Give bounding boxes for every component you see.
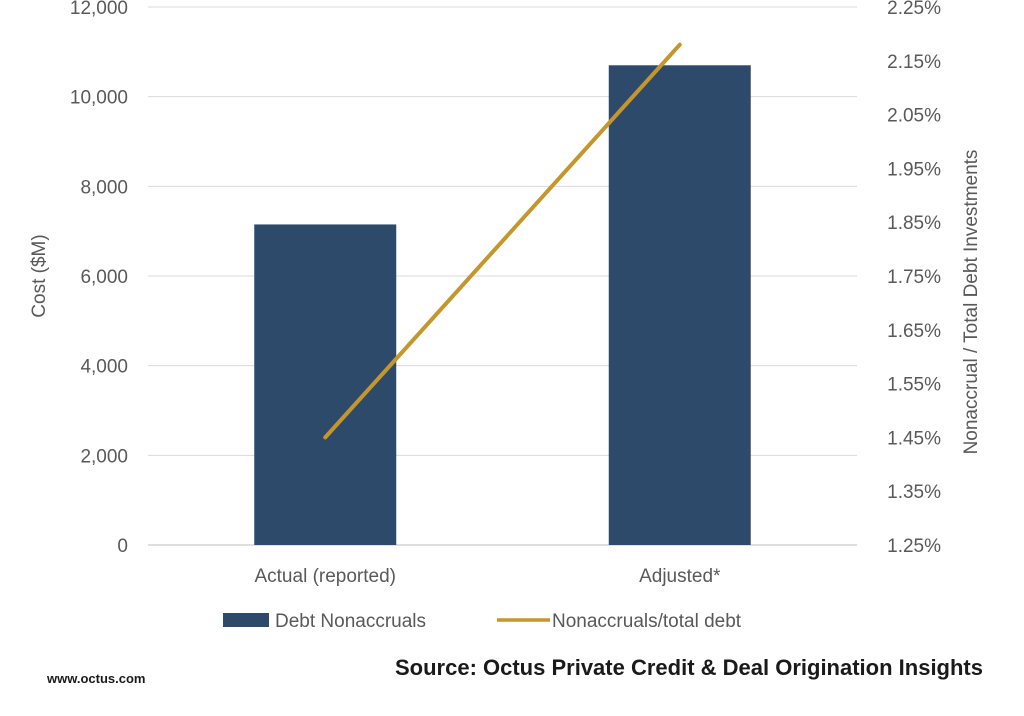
left-tick-label: 8,000	[80, 177, 128, 198]
left-axis-ticks: 0 2,000 4,000 6,000 8,000 10,000 12,000	[70, 0, 128, 557]
right-tick-label: 1.95%	[887, 159, 941, 180]
left-tick-label: 10,000	[70, 88, 128, 109]
left-tick-label: 2,000	[80, 446, 128, 467]
left-axis-title: Cost ($M)	[29, 234, 50, 317]
x-axis-ticks: Actual (reported) Adjusted*	[254, 566, 721, 587]
bar	[608, 65, 751, 546]
legend-label-line: Nonaccruals/total debt	[552, 611, 742, 632]
right-axis-title: Nonaccrual / Total Debt Investments	[961, 150, 982, 455]
right-tick-label: 2.15%	[887, 52, 941, 73]
left-tick-label: 0	[117, 536, 128, 557]
legend-label-bar: Debt Nonaccruals	[275, 611, 426, 632]
x-tick-label: Actual (reported)	[254, 566, 396, 587]
site-url: www.octus.com	[46, 671, 145, 686]
right-tick-label: 1.85%	[887, 213, 941, 234]
left-tick-label: 6,000	[80, 267, 128, 288]
right-tick-label: 1.55%	[887, 375, 941, 396]
line-series	[323, 42, 682, 440]
right-tick-label: 1.25%	[887, 536, 941, 557]
right-axis-ticks: 1.25% 1.35% 1.45% 1.55% 1.65% 1.75% 1.85% 1.95%…	[887, 0, 941, 557]
x-tick-label: Adjusted*	[639, 566, 721, 587]
right-tick-label: 1.45%	[887, 428, 941, 449]
right-tick-label: 1.65%	[887, 321, 941, 342]
right-tick-label: 2.05%	[887, 106, 941, 127]
bar-series	[254, 65, 751, 546]
right-tick-label: 1.75%	[887, 267, 941, 288]
legend-swatch-bar	[223, 613, 269, 627]
left-tick-label: 12,000	[70, 0, 128, 19]
legend: Debt Nonaccruals Nonaccruals/total debt	[223, 611, 742, 632]
right-tick-label: 2.25%	[887, 0, 941, 19]
right-tick-label: 1.35%	[887, 482, 941, 503]
left-tick-label: 4,000	[80, 357, 128, 378]
source-note: Source: Octus Private Credit & Deal Orig…	[395, 655, 983, 680]
series-line	[323, 42, 682, 440]
